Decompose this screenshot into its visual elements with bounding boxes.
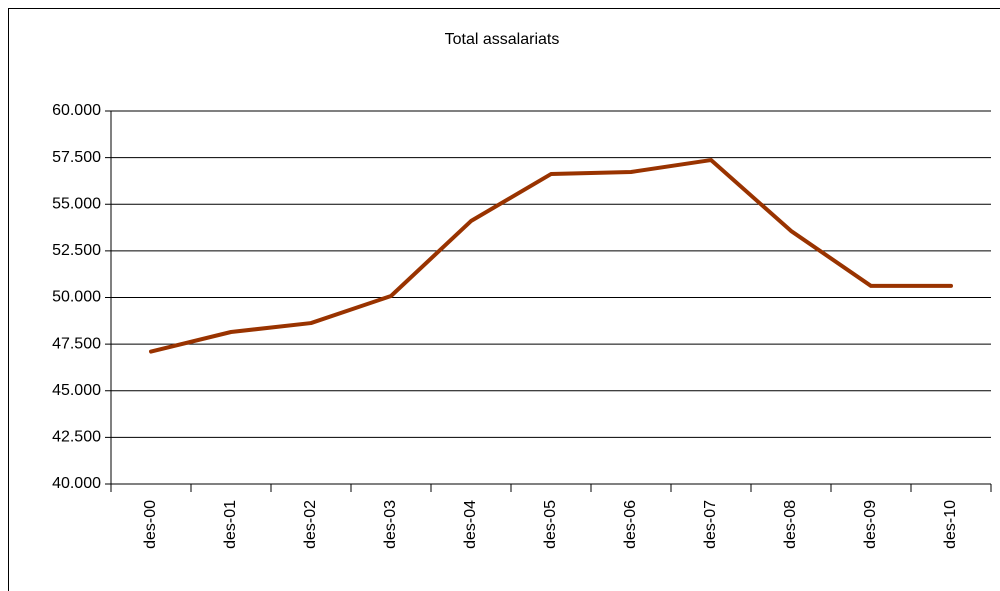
x-tick-label: des-04 — [462, 500, 479, 549]
y-tick-label: 50.000 — [52, 289, 101, 306]
y-tick-label: 57.500 — [52, 149, 101, 166]
y-tick-label: 42.500 — [52, 429, 101, 446]
x-tick-label: des-02 — [302, 500, 319, 549]
y-tick-label: 40.000 — [52, 475, 101, 492]
x-tick-label: des-00 — [142, 500, 159, 549]
x-tick-label: des-10 — [942, 500, 959, 549]
x-tick-label: des-09 — [862, 500, 879, 549]
x-tick-label: des-07 — [702, 500, 719, 549]
data-line — [149, 158, 953, 354]
y-tick-label: 60.000 — [52, 102, 101, 119]
x-tick-label: des-06 — [622, 500, 639, 549]
y-tick-label: 52.500 — [52, 242, 101, 259]
x-tick-label: des-08 — [782, 500, 799, 549]
x-tick-label: des-03 — [382, 500, 399, 549]
y-tick-label: 45.000 — [52, 382, 101, 399]
x-tick-label: des-01 — [222, 500, 239, 549]
chart-frame — [8, 8, 1000, 591]
y-tick-label: 47.500 — [52, 335, 101, 352]
x-tick-label: des-05 — [542, 500, 559, 549]
y-tick-label: 55.000 — [52, 195, 101, 212]
chart-title: Total assalariats — [445, 31, 560, 48]
